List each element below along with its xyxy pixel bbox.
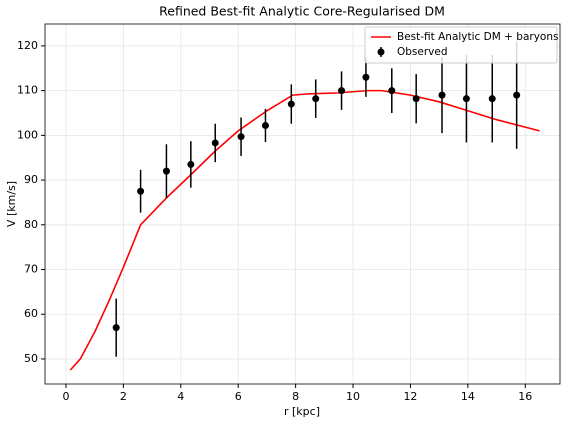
legend-label: Observed <box>397 46 448 58</box>
x-tick-label: 14 <box>461 390 475 403</box>
data-point <box>412 95 420 103</box>
data-point <box>388 87 396 95</box>
data-point <box>211 139 219 147</box>
y-tick-label: 60 <box>24 307 38 320</box>
x-tick-label: 16 <box>518 390 532 403</box>
legend: Best-fit Analytic DM + baryons Observed <box>364 26 558 64</box>
data-point <box>261 122 269 130</box>
legend-swatch <box>377 48 385 56</box>
y-tick-label: 80 <box>24 218 38 231</box>
data-point <box>137 187 145 195</box>
data-point <box>112 324 120 332</box>
data-point <box>162 167 170 175</box>
y-tick-label: 90 <box>24 173 38 186</box>
x-tick-label: 4 <box>177 390 184 403</box>
y-tick-label: 100 <box>17 128 38 141</box>
chart-title: Refined Best-fit Analytic Core-Regularis… <box>159 4 445 19</box>
y-tick-label: 110 <box>17 84 38 97</box>
x-tick-label: 10 <box>346 390 360 403</box>
data-point <box>362 73 370 81</box>
data-point <box>438 91 446 99</box>
x-tick-label: 8 <box>292 390 299 403</box>
x-tick-label: 6 <box>235 390 242 403</box>
data-point <box>187 160 195 168</box>
x-tick-label: 2 <box>120 390 127 403</box>
y-tick-label: 50 <box>24 352 38 365</box>
y-tick-label: 120 <box>17 39 38 52</box>
plot-frame <box>44 23 561 385</box>
y-tick-label: 70 <box>24 263 38 276</box>
data-point <box>237 133 245 141</box>
data-point <box>287 100 295 108</box>
legend-label: Best-fit Analytic DM + baryons <box>397 31 558 43</box>
legend-box <box>364 26 558 64</box>
data-point <box>513 91 521 99</box>
data-point <box>488 95 496 103</box>
x-tick-label: 0 <box>62 390 69 403</box>
data-point <box>338 87 346 95</box>
data-point <box>312 95 320 103</box>
x-tick-label: 12 <box>403 390 417 403</box>
fit-line <box>69 89 540 371</box>
data-point <box>462 95 470 103</box>
x-axis-label: r [kpc] <box>284 405 320 418</box>
y-axis-label: V [km/s] <box>5 181 18 227</box>
